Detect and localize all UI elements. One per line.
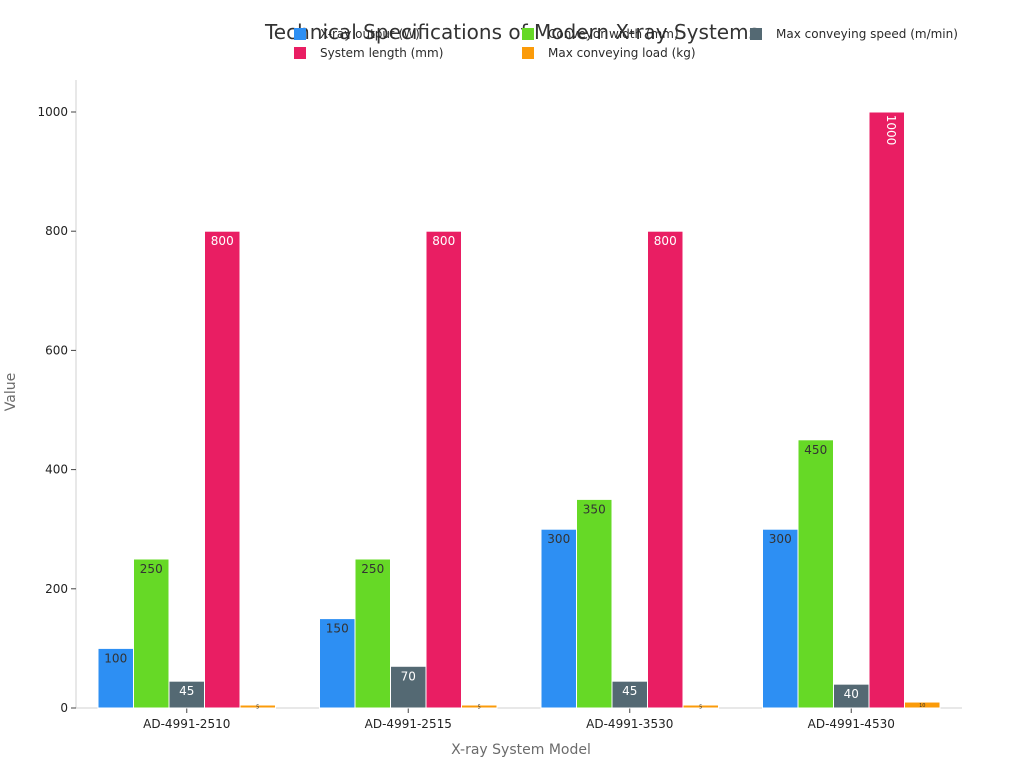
bar [682, 704, 719, 709]
legend-label: Max conveying speed (m/min) [776, 27, 958, 41]
legend-label: Max conveying load (kg) [548, 46, 696, 60]
chart-title: Technical Specifications of Modern X-ray… [264, 20, 759, 44]
data-label: 300 [547, 532, 570, 546]
data-label: 45 [179, 684, 194, 698]
data-label: 250 [361, 562, 384, 576]
legend-swatch [294, 47, 306, 59]
x-axis-title: X-ray System Model [451, 742, 591, 758]
data-label: 45 [622, 684, 637, 698]
legend-item[interactable]: Max conveying speed (m/min) [750, 27, 958, 41]
data-label: 800 [654, 234, 677, 248]
bar [390, 665, 427, 709]
bar [133, 558, 170, 709]
bar [904, 701, 941, 709]
data-label: 250 [140, 562, 163, 576]
legend-label: System length (mm) [320, 46, 444, 60]
bar [540, 528, 577, 709]
data-label: 450 [804, 443, 827, 457]
y-axis-title: Value [3, 372, 20, 412]
bar [204, 230, 241, 709]
data-label: 800 [211, 234, 234, 248]
bar [611, 680, 648, 709]
data-label: 100 [104, 651, 127, 665]
y-tick-label: 400 [45, 463, 68, 477]
bar [354, 558, 391, 709]
bar [97, 647, 134, 709]
x-tick-label: AD-4991-4530 [808, 717, 895, 731]
bar [319, 618, 356, 709]
legend-swatch [750, 28, 762, 40]
x-tick-label: AD-4991-3530 [586, 717, 673, 731]
data-label: 40 [844, 687, 859, 701]
y-tick-label: 0 [60, 701, 68, 715]
bar [868, 111, 905, 709]
data-label: 1000 [884, 115, 898, 146]
data-label: 300 [769, 532, 792, 546]
x-tick-label: AD-4991-2515 [365, 717, 452, 731]
data-label: 5 [256, 705, 259, 711]
data-label: 5 [478, 705, 481, 711]
legend-label: Conveyor width (mm) [548, 27, 679, 41]
legend-swatch [294, 28, 306, 40]
data-label: 70 [401, 669, 416, 683]
data-label: 800 [432, 234, 455, 248]
bar [762, 528, 799, 709]
y-tick-label: 200 [45, 582, 68, 596]
bar [425, 230, 462, 709]
legend-item[interactable]: Max conveying load (kg) [522, 46, 696, 60]
data-label: 5 [699, 705, 702, 711]
bar [647, 230, 684, 709]
data-label: 10 [919, 703, 925, 709]
y-tick-label: 600 [45, 343, 68, 357]
y-tick-label: 800 [45, 224, 68, 238]
legend-item[interactable]: X-ray output (W) [294, 27, 420, 41]
legend-label: X-ray output (W) [320, 27, 420, 41]
legend-swatch [522, 28, 534, 40]
bar [461, 704, 498, 709]
bar [239, 704, 276, 709]
x-tick-label: AD-4991-2510 [143, 717, 230, 731]
y-tick-label: 1000 [37, 105, 68, 119]
data-label: 350 [583, 502, 606, 516]
data-label: 150 [326, 622, 349, 636]
bar [797, 439, 834, 709]
legend-item[interactable]: System length (mm) [294, 46, 443, 60]
bar [576, 498, 613, 709]
legend-item[interactable]: Conveyor width (mm) [522, 27, 679, 41]
legend-swatch [522, 47, 534, 59]
